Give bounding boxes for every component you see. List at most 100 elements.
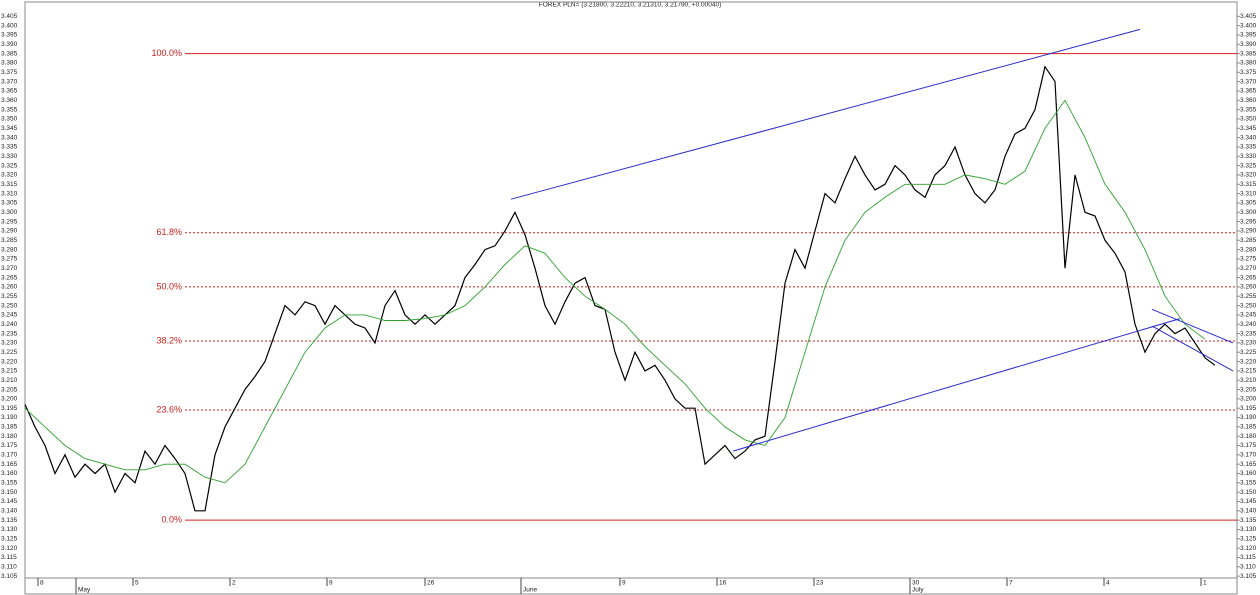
y-tick-label: 3.295 xyxy=(1,218,18,225)
y-tick-label-right: 3.215 xyxy=(1240,368,1257,375)
y-tick-label: 3.320 xyxy=(1,172,18,179)
date-axis xyxy=(24,577,1238,595)
y-tick-label: 3.105 xyxy=(1,573,18,580)
fib-label: 50.0% xyxy=(156,281,182,291)
fib-label: 38.2% xyxy=(156,335,182,345)
y-tick-label-right: 3.245 xyxy=(1240,312,1257,319)
y-tick-label-right: 3.210 xyxy=(1240,377,1257,384)
y-tick-label: 3.215 xyxy=(1,368,18,375)
y-tick-label-right: 3.320 xyxy=(1240,172,1257,179)
y-tick-label: 3.145 xyxy=(1,498,18,505)
y-tick-label: 3.175 xyxy=(1,442,18,449)
price-line xyxy=(1151,308,1234,344)
y-tick-label-right: 3.110 xyxy=(1240,564,1256,571)
y-tick-label: 3.200 xyxy=(1,396,18,403)
y-tick-label-right: 3.235 xyxy=(1240,330,1257,337)
y-tick-label: 3.305 xyxy=(1,200,18,207)
price-line xyxy=(24,65,1216,512)
y-tick-label: 3.230 xyxy=(1,340,18,347)
y-tick-label-right: 3.400 xyxy=(1240,22,1257,29)
y-tick-label: 3.250 xyxy=(1,302,18,309)
y-tick-label-right: 3.155 xyxy=(1240,480,1257,487)
y-tick-label-right: 3.355 xyxy=(1240,106,1257,113)
y-tick-label: 3.275 xyxy=(1,256,18,263)
y-tick-label: 3.355 xyxy=(1,106,18,113)
y-tick-label-right: 3.285 xyxy=(1240,237,1257,244)
y-tick-label: 3.110 xyxy=(1,564,17,571)
y-tick-label-right: 3.230 xyxy=(1240,340,1257,347)
y-tick-label-right: 3.325 xyxy=(1240,162,1257,169)
x-tick-label: 8 xyxy=(40,580,44,587)
x-tick-label: 1 xyxy=(1203,580,1207,587)
y-tick-label: 3.190 xyxy=(1,414,18,421)
x-tick-label: 7 xyxy=(1009,580,1013,587)
y-tick-label-right: 3.240 xyxy=(1240,321,1257,328)
month-label: June xyxy=(523,587,537,594)
y-tick-label: 3.115 xyxy=(1,554,17,561)
y-tick-label: 3.290 xyxy=(1,228,18,235)
y-tick-label: 3.310 xyxy=(1,190,18,197)
y-tick-label-right: 3.190 xyxy=(1240,414,1257,421)
y-tick-label: 3.385 xyxy=(1,50,18,57)
y-tick-label: 3.165 xyxy=(1,461,18,468)
y-tick-label-right: 3.340 xyxy=(1240,134,1257,141)
y-tick-label: 3.265 xyxy=(1,274,18,281)
y-tick-label: 3.240 xyxy=(1,321,18,328)
price-line xyxy=(510,28,1141,200)
y-tick-label: 3.345 xyxy=(1,125,18,132)
fib-label: 23.6% xyxy=(156,404,182,414)
y-tick-label: 3.140 xyxy=(1,508,18,515)
y-tick-label-right: 3.145 xyxy=(1240,498,1257,505)
y-tick-label: 3.130 xyxy=(1,526,18,533)
fib-label: 100.0% xyxy=(151,48,182,58)
y-tick-label: 3.170 xyxy=(1,452,18,459)
fib-label: 0.0% xyxy=(161,515,182,525)
y-tick-label-right: 3.105 xyxy=(1240,573,1257,580)
price-line xyxy=(1151,325,1234,372)
y-tick-label: 3.180 xyxy=(1,433,18,440)
y-tick-label: 3.375 xyxy=(1,69,18,76)
month-label: July xyxy=(912,587,924,594)
y-tick-label-right: 3.180 xyxy=(1240,433,1257,440)
y-tick-label-right: 3.310 xyxy=(1240,190,1257,197)
x-tick-label: 2 xyxy=(232,580,236,587)
y-tick-label-right: 3.265 xyxy=(1240,274,1257,281)
y-tick-label: 3.350 xyxy=(1,116,18,123)
y-tick-label-right: 3.330 xyxy=(1240,153,1257,160)
y-tick-label: 3.255 xyxy=(1,293,18,300)
y-tick-label-right: 3.150 xyxy=(1240,489,1257,496)
x-tick-label: 9 xyxy=(329,580,333,587)
y-tick-label: 3.300 xyxy=(1,209,18,216)
y-tick-label-right: 3.170 xyxy=(1240,452,1257,459)
y-tick-label-right: 3.175 xyxy=(1240,442,1257,449)
y-tick-label: 3.390 xyxy=(1,41,18,48)
y-tick-label: 3.405 xyxy=(1,13,18,20)
y-tick-label-right: 3.390 xyxy=(1240,41,1257,48)
y-tick-label: 3.330 xyxy=(1,153,18,160)
y-tick-label-right: 3.260 xyxy=(1240,284,1257,291)
y-tick-label: 3.160 xyxy=(1,470,18,477)
y-tick-label: 3.235 xyxy=(1,330,18,337)
price-line xyxy=(732,318,1181,452)
fib-label: 61.8% xyxy=(156,227,182,237)
y-tick-label: 3.280 xyxy=(1,246,18,253)
y-tick-label-right: 3.160 xyxy=(1240,470,1257,477)
chart-title: FOREX PLN= (3.21800, 3.22210, 3.21310, 3… xyxy=(539,2,722,9)
y-tick-label: 3.150 xyxy=(1,489,18,496)
y-tick-label-right: 3.345 xyxy=(1240,125,1257,132)
y-tick-label: 3.260 xyxy=(1,284,18,291)
x-tick-label: 9 xyxy=(622,580,626,587)
y-tick-label-right: 3.270 xyxy=(1240,265,1257,272)
y-tick-label: 3.220 xyxy=(1,358,18,365)
y-tick-label: 3.285 xyxy=(1,237,18,244)
y-tick-label-right: 3.365 xyxy=(1240,88,1257,95)
y-tick-label: 3.185 xyxy=(1,424,18,431)
y-tick-label-right: 3.295 xyxy=(1240,218,1257,225)
x-tick-label: 4 xyxy=(1106,580,1110,587)
y-tick-label-right: 3.200 xyxy=(1240,396,1257,403)
y-tick-label: 3.270 xyxy=(1,265,18,272)
y-tick-label: 3.125 xyxy=(1,536,18,543)
y-tick-label-right: 3.370 xyxy=(1240,78,1257,85)
